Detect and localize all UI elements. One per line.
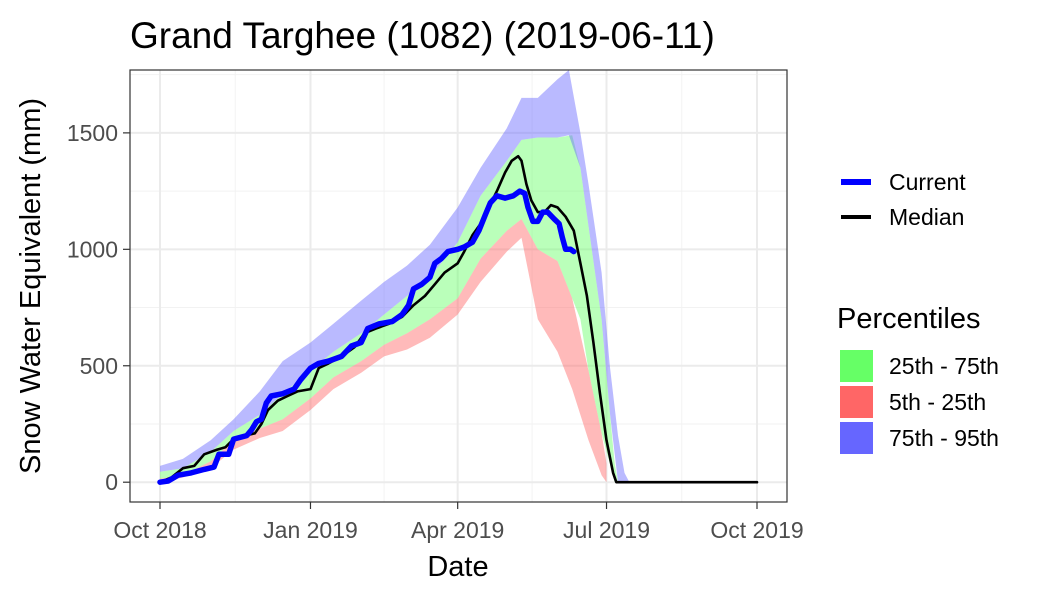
axes: Oct 2018 Jan 2019 Apr 2019 Jul 2019 Oct 2019… xyxy=(67,120,804,543)
x-tick-label: Jan 2019 xyxy=(263,517,358,543)
legend-swatch xyxy=(840,386,873,418)
grid-lines xyxy=(130,70,787,502)
legend-label-current: Current xyxy=(889,169,966,195)
y-tick-label: 500 xyxy=(80,353,118,379)
band-5th-25th xyxy=(160,219,607,483)
legend-band-label: 5th - 25th xyxy=(889,389,986,415)
legend-swatch xyxy=(840,350,873,382)
legend-label-median: Median xyxy=(889,204,964,230)
legend: Current Median Percentiles 25th - 75th 5th -… xyxy=(837,169,999,454)
band-75th-95th xyxy=(160,70,630,483)
x-tick-label: Oct 2019 xyxy=(710,517,803,543)
y-tick-label: 0 xyxy=(105,469,118,495)
y-tick-label: 1500 xyxy=(67,120,118,146)
y-axis-title: Snow Water Equivalent (mm) xyxy=(15,98,47,474)
x-tick-label: Oct 2018 xyxy=(113,517,206,543)
legend-swatch xyxy=(840,422,873,454)
chart-title: Grand Targhee (1082) (2019-06-11) xyxy=(130,15,715,56)
plot-panel xyxy=(129,69,788,503)
series-line-median xyxy=(158,154,759,484)
series-lines xyxy=(157,154,759,485)
series-line-current xyxy=(157,188,577,485)
y-tick-label: 1000 xyxy=(67,236,118,262)
plot-border xyxy=(129,69,788,503)
legend-band-label: 25th - 75th xyxy=(889,353,999,379)
x-tick-label: Jul 2019 xyxy=(563,517,650,543)
percentile-bands xyxy=(160,70,630,483)
x-axis-title: Date xyxy=(427,551,488,583)
legend-title-percentiles: Percentiles xyxy=(837,303,980,335)
x-tick-label: Apr 2019 xyxy=(411,517,504,543)
band-25th-75th xyxy=(160,135,618,483)
legend-band-label: 75th - 95th xyxy=(889,425,999,451)
